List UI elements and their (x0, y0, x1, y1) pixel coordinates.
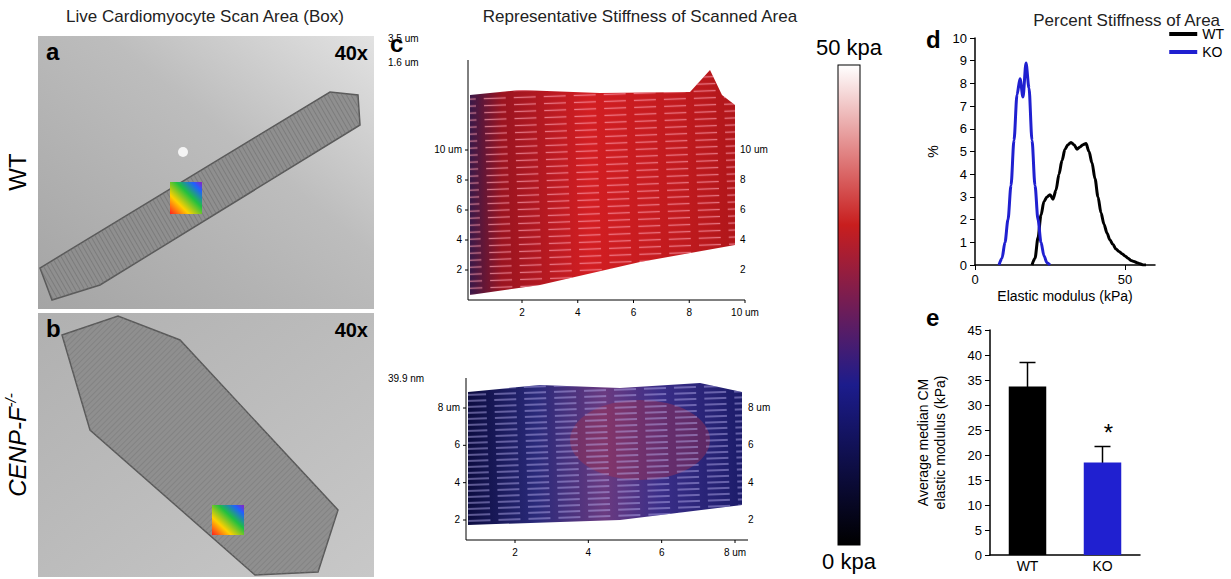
svg-text:2: 2 (748, 514, 754, 525)
svg-text:KO: KO (1092, 558, 1112, 574)
svg-text:1.6 um: 1.6 um (388, 57, 419, 68)
svg-text:e: e (926, 304, 939, 331)
svg-text:50: 50 (1118, 272, 1132, 287)
svg-text:%: % (925, 145, 941, 157)
svg-text:2: 2 (456, 264, 462, 275)
svg-text:15: 15 (968, 473, 982, 488)
svg-text:9: 9 (960, 53, 967, 68)
svg-text:8 um: 8 um (724, 547, 746, 558)
svg-text:5: 5 (975, 523, 982, 538)
svg-text:10: 10 (968, 498, 982, 513)
svg-text:a: a (46, 38, 60, 65)
svg-text:6: 6 (659, 547, 665, 558)
svg-text:8: 8 (456, 174, 462, 185)
svg-text:35: 35 (968, 373, 982, 388)
svg-text:40x: 40x (335, 319, 368, 341)
svg-text:6: 6 (740, 204, 746, 215)
svg-text:0 kpa: 0 kpa (822, 549, 877, 574)
svg-text:CENP-F-/-: CENP-F-/- (2, 393, 31, 497)
svg-text:6: 6 (631, 307, 637, 318)
svg-text:20: 20 (968, 448, 982, 463)
svg-text:Elastic modulus (kPa): Elastic modulus (kPa) (997, 288, 1132, 304)
svg-text:30: 30 (968, 398, 982, 413)
svg-text:1: 1 (960, 235, 967, 250)
svg-text:6: 6 (960, 121, 967, 136)
svg-text:2: 2 (960, 212, 967, 227)
svg-text:45: 45 (968, 323, 982, 338)
svg-text:d: d (926, 26, 941, 53)
svg-text:b: b (46, 315, 61, 342)
svg-text:WT: WT (1202, 26, 1224, 42)
svg-text:39.9 nm: 39.9 nm (388, 373, 424, 384)
svg-text:*: * (1104, 419, 1113, 446)
svg-text:8: 8 (686, 307, 692, 318)
svg-text:WT: WT (1017, 558, 1039, 574)
svg-text:2: 2 (512, 547, 518, 558)
svg-text:40: 40 (968, 348, 982, 363)
svg-text:10 um: 10 um (434, 144, 462, 155)
svg-text:4: 4 (748, 477, 754, 488)
svg-text:8 um: 8 um (748, 402, 770, 413)
svg-text:elastic modulus (kPa): elastic modulus (kPa) (932, 376, 948, 510)
svg-text:6: 6 (748, 439, 754, 450)
svg-text:0: 0 (971, 272, 978, 287)
svg-text:10 um: 10 um (731, 307, 759, 318)
svg-text:10: 10 (953, 31, 967, 46)
svg-text:4: 4 (456, 234, 462, 245)
svg-text:Percent Stiffness of Area: Percent Stiffness of Area (1033, 11, 1220, 30)
svg-text:KO: KO (1202, 44, 1222, 60)
svg-text:8: 8 (740, 174, 746, 185)
svg-text:8 um: 8 um (438, 402, 460, 413)
svg-text:Average median CM: Average median CM (915, 379, 931, 506)
svg-text:5: 5 (960, 144, 967, 159)
svg-text:4: 4 (575, 307, 581, 318)
svg-text:25: 25 (968, 423, 982, 438)
svg-text:2: 2 (519, 307, 525, 318)
svg-text:WT: WT (4, 153, 31, 191)
svg-text:4: 4 (454, 477, 460, 488)
svg-text:6: 6 (454, 439, 460, 450)
svg-text:7: 7 (960, 99, 967, 114)
svg-text:0: 0 (975, 548, 982, 563)
svg-text:4: 4 (740, 234, 746, 245)
svg-text:40x: 40x (335, 42, 368, 64)
svg-text:3: 3 (960, 189, 967, 204)
svg-text:Representative Stiffness of Sc: Representative Stiffness of Scanned Area (483, 7, 798, 26)
svg-text:10 um: 10 um (740, 144, 768, 155)
svg-text:2: 2 (740, 264, 746, 275)
svg-text:Live Cardiomyocyte Scan Area (: Live Cardiomyocyte Scan Area (Box) (66, 7, 344, 26)
svg-text:4: 4 (586, 547, 592, 558)
svg-text:4: 4 (960, 167, 967, 182)
svg-text:8: 8 (960, 76, 967, 91)
svg-text:3.5 um: 3.5 um (388, 33, 419, 44)
svg-text:0: 0 (960, 258, 967, 273)
svg-text:50 kpa: 50 kpa (816, 35, 883, 60)
svg-text:6: 6 (456, 204, 462, 215)
svg-text:2: 2 (454, 514, 460, 525)
